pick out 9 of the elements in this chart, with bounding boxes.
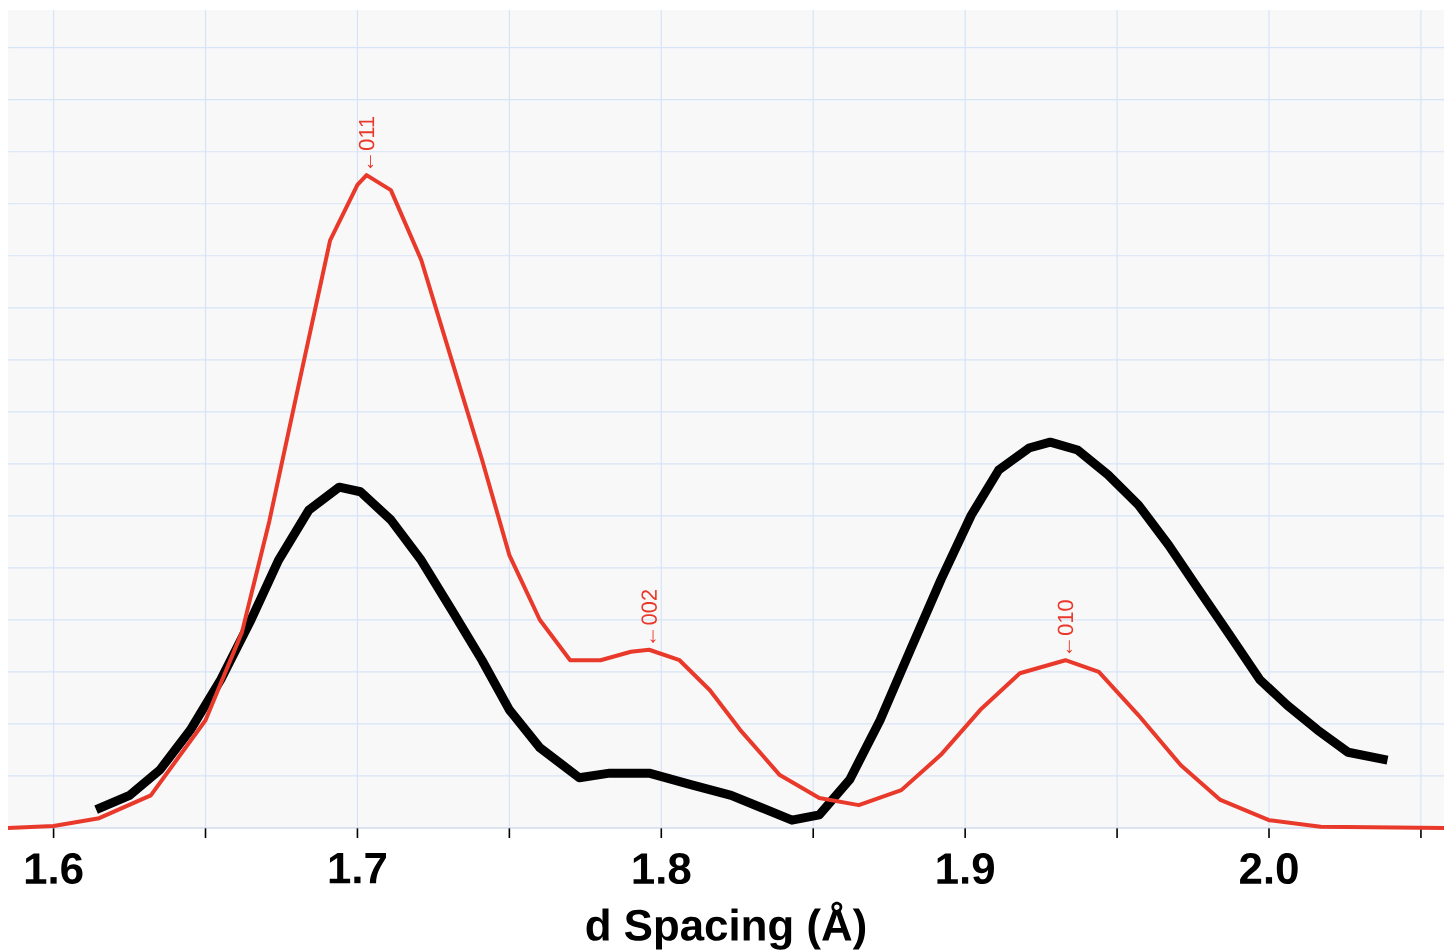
- x-tick-label: 1.6: [25, 853, 83, 885]
- annotation: ←002: [641, 589, 657, 643]
- x-tick-label: 1.8: [633, 853, 691, 885]
- x-tick-label: 2.0: [1240, 853, 1298, 885]
- x-axis-title: d Spacing (Å): [586, 901, 866, 950]
- annotation: ←011: [358, 116, 375, 169]
- x-tick-label: 1.9: [937, 853, 994, 885]
- annotation: ←010: [1057, 600, 1074, 654]
- x-tick-label: 1.7: [329, 853, 386, 884]
